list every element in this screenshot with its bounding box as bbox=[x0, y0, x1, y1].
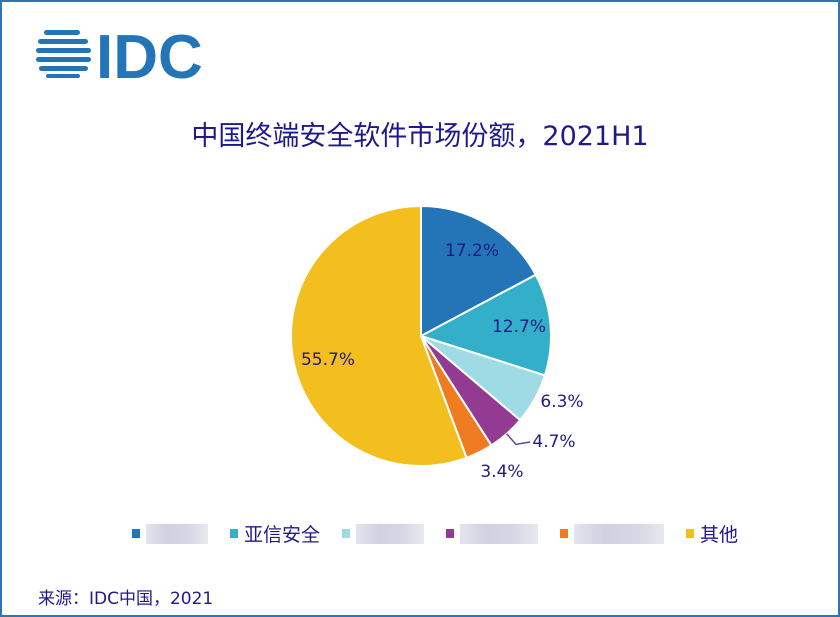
legend-label-redacted bbox=[460, 523, 539, 544]
slice-label: 55.7% bbox=[301, 350, 355, 370]
pie-slice bbox=[420, 204, 538, 338]
idc-logo: IDC bbox=[36, 26, 203, 82]
legend-label: 亚信安全 bbox=[244, 524, 321, 546]
legend-label-redacted bbox=[356, 523, 425, 544]
legend-swatch bbox=[342, 529, 351, 538]
slice-label: 6.3% bbox=[540, 392, 583, 412]
legend-swatch bbox=[560, 529, 569, 538]
legend-label-redacted bbox=[146, 523, 208, 544]
leader-line bbox=[506, 433, 531, 446]
slice-label: 3.4% bbox=[480, 462, 523, 482]
chart-title: 中国终端安全软件市场份额，2021H1 bbox=[191, 121, 649, 152]
legend-swatch bbox=[446, 529, 455, 538]
legend-item: 其他 bbox=[686, 520, 738, 547]
legend-item: 亚信安全 bbox=[230, 520, 320, 547]
legend-item bbox=[132, 523, 208, 544]
legend-label-redacted bbox=[574, 523, 665, 544]
legend-swatch bbox=[132, 529, 140, 538]
legend-item bbox=[342, 523, 425, 544]
pie-slice bbox=[418, 273, 552, 377]
pie-slice bbox=[290, 204, 468, 467]
legend-swatch bbox=[230, 529, 238, 538]
slice-label: 4.7% bbox=[532, 432, 575, 452]
legend-item bbox=[560, 523, 665, 544]
legend-item bbox=[446, 523, 539, 544]
legend-label: 其他 bbox=[700, 524, 739, 546]
slice-label: 17.2% bbox=[445, 241, 499, 261]
legend: 亚信安全 其他 bbox=[132, 520, 760, 547]
slice-label: 12.7% bbox=[492, 317, 546, 337]
svg-text:IDC: IDC bbox=[96, 26, 203, 82]
source-note: 来源：IDC中国，2021 bbox=[38, 589, 214, 609]
legend-swatch bbox=[686, 529, 695, 538]
